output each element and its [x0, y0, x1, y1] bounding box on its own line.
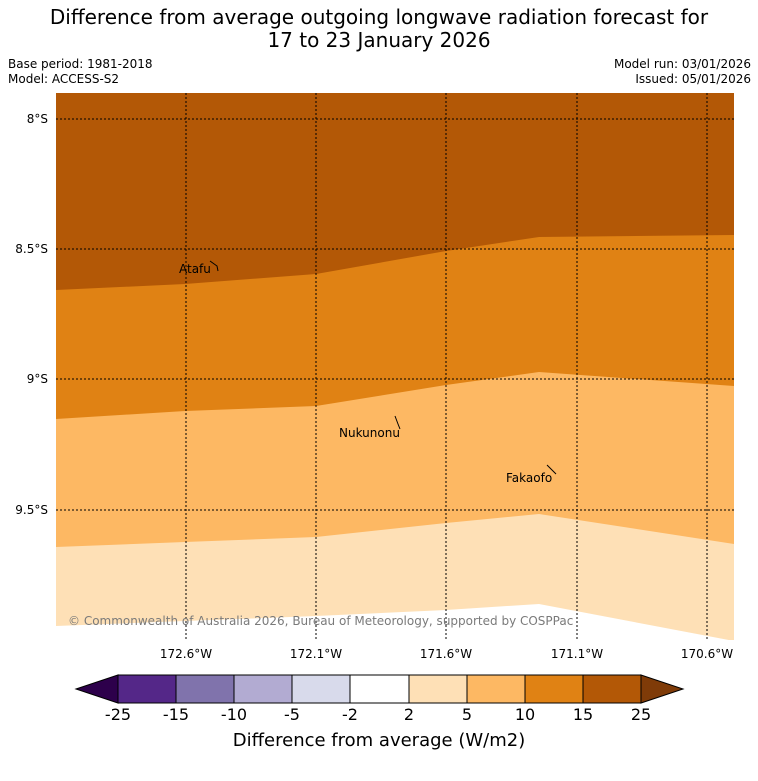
outside-area — [56, 604, 734, 660]
colorbar-tick: -10 — [220, 705, 248, 724]
colorbar-tick: 15 — [572, 705, 594, 724]
issued-date: Issued: 05/01/2026 — [635, 72, 751, 86]
lat-label-8-5s: 8.5°S — [15, 242, 48, 256]
colorbar-segment — [117, 674, 177, 704]
lat-label-9-5s: 9.5°S — [15, 503, 48, 517]
title-line-2: 17 to 23 January 2026 — [267, 28, 491, 52]
colorbar-tick: -5 — [284, 705, 300, 724]
lat-label-9s: 9°S — [26, 372, 48, 386]
colorbar-segment — [408, 674, 468, 704]
chart-title: Difference from average outgoing longwav… — [0, 6, 758, 52]
atafu-island-shape — [209, 260, 219, 272]
map-area — [56, 93, 734, 660]
colorbar-tick: -25 — [104, 705, 132, 724]
colorbar-tick: 25 — [630, 705, 652, 724]
colorbar-tick: -15 — [162, 705, 190, 724]
title-line-1: Difference from average outgoing longwav… — [49, 5, 709, 29]
lon-label-172-6w: 172.6°W — [159, 647, 213, 661]
lon-label-170-6w: 170.6°W — [680, 647, 734, 661]
meta-left: Base period: 1981-2018 Model: ACCESS-S2 — [8, 57, 153, 87]
lon-label-172-1w: 172.1°W — [289, 647, 343, 661]
nukunonu-island-shape — [394, 415, 401, 430]
colorbar-tick: -2 — [342, 705, 358, 724]
gridlines — [56, 93, 734, 640]
place-label-fakaofo: Fakaofo — [506, 471, 553, 485]
place-label-nukunonu: Nukunonu — [339, 426, 400, 440]
band-2-5 — [56, 514, 734, 640]
lon-label-171-1w: 171.1°W — [550, 647, 604, 661]
lon-label-171-6w: 171.6°W — [419, 647, 473, 661]
colorbar-segment — [582, 674, 642, 704]
colorbar-segment — [524, 674, 584, 704]
colorbar-segment — [349, 674, 410, 704]
lat-label-8s: 8°S — [26, 112, 48, 126]
colorbar-tick: 10 — [514, 705, 536, 724]
meta-right: Model run: 03/01/2026 Issued: 05/01/2026 — [614, 57, 751, 87]
model-run: Model run: 03/01/2026 — [613, 57, 751, 71]
colorbar-segment — [233, 674, 293, 704]
place-label-atafu: Atafu — [179, 262, 211, 276]
colorbar-tick: 2 — [403, 705, 415, 724]
colorbar-tick: 5 — [461, 705, 473, 724]
copyright-notice: © Commonwealth of Australia 2026, Bureau… — [68, 614, 574, 628]
colorbar-extend-max — [640, 674, 685, 704]
colorbar-title: Difference from average (W/m2) — [232, 730, 526, 751]
island-markers — [209, 260, 557, 475]
colorbar-segment — [175, 674, 235, 704]
fakaofo-island-shape — [546, 464, 557, 475]
colorbar-segment — [291, 674, 351, 704]
model-name: Model: ACCESS-S2 — [8, 72, 120, 86]
colorbar — [74, 674, 685, 704]
colorbar-extend-min — [74, 674, 119, 704]
base-period: Base period: 1981-2018 — [8, 57, 153, 71]
colorbar-segment — [466, 674, 526, 704]
